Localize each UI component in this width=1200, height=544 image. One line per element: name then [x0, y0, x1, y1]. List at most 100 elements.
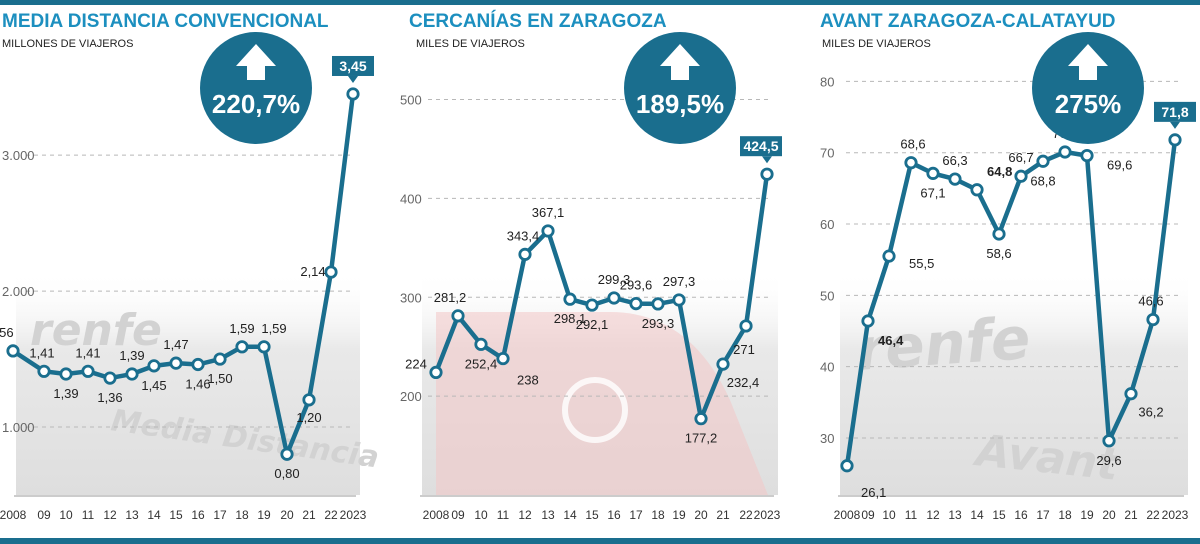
data-point — [992, 227, 1006, 241]
x-tick-label: 15 — [992, 508, 1006, 522]
y-tick-label: 1.000 — [2, 420, 35, 435]
y-tick-label: 70 — [820, 146, 834, 161]
x-tick-label: 19 — [1080, 508, 1094, 522]
data-label: 68,8 — [1030, 173, 1055, 188]
x-tick-label: 22 — [739, 508, 753, 522]
chart-title: AVANT ZARAGOZA-CALATAYUD — [820, 11, 1116, 32]
x-tick-label: 14 — [970, 508, 984, 522]
x-tick-label: 12 — [518, 508, 532, 522]
data-point — [451, 309, 465, 323]
data-point — [147, 359, 161, 373]
last-value-badge: 3,45 — [332, 55, 374, 83]
x-tick-label: 16 — [191, 508, 205, 522]
data-label: 224 — [405, 356, 427, 371]
last-value-badge: 71,8 — [1154, 101, 1196, 129]
data-label: 1,20 — [296, 410, 321, 425]
x-tick-label: 14 — [147, 508, 161, 522]
y-tick-label: 300 — [400, 290, 422, 305]
data-point — [518, 247, 532, 261]
data-point — [1146, 312, 1160, 327]
growth-percentage: 189,5% — [636, 89, 724, 119]
x-tick-label: 19 — [672, 508, 686, 522]
y-tick-label: 2.000 — [2, 284, 35, 299]
y-tick-label: 30 — [820, 431, 834, 446]
x-tick-label: 2023 — [754, 508, 781, 522]
x-tick-label: 10 — [882, 508, 896, 522]
data-label: 238 — [517, 373, 539, 388]
data-label: 297,3 — [663, 274, 696, 289]
data-label: 1,47 — [163, 337, 188, 352]
data-point — [429, 365, 443, 380]
x-tick-label: 09 — [37, 508, 51, 522]
data-label: 46,4 — [878, 333, 904, 348]
x-tick-label: 21 — [302, 508, 316, 522]
data-point — [324, 265, 338, 279]
data-point — [607, 291, 621, 305]
up-arrow-icon — [236, 44, 276, 80]
data-label: 68,6 — [900, 137, 925, 152]
watermark-brand: renfe — [30, 305, 162, 356]
x-tick-label: 11 — [497, 508, 510, 522]
y-tick-label: 60 — [820, 217, 834, 232]
data-label: 1,39 — [119, 348, 144, 363]
badge-pointer — [762, 156, 772, 164]
x-tick-label: 21 — [1124, 508, 1138, 522]
growth-badge: 220,7% — [200, 32, 312, 144]
x-tick-label: 11 — [82, 508, 95, 522]
growth-circle — [1032, 32, 1144, 144]
y-tick-label: 40 — [820, 360, 834, 375]
growth-percentage: 220,7% — [212, 89, 300, 119]
chart-subtitle: MILES DE VIAJEROS — [416, 38, 525, 50]
badge-pointer — [348, 75, 358, 83]
data-label: 252,4 — [465, 356, 498, 371]
x-tick-label: 16 — [607, 508, 621, 522]
data-point — [882, 249, 896, 263]
x-tick-label: 18 — [651, 508, 665, 522]
x-tick-label: 2008 — [834, 508, 861, 522]
x-tick-label: 16 — [1014, 508, 1028, 522]
x-tick-label: 10 — [59, 508, 73, 522]
data-point — [346, 87, 360, 101]
x-tick-label: 17 — [629, 508, 643, 522]
data-label: 232,4 — [727, 375, 760, 390]
data-label: 1,59 — [229, 321, 254, 336]
data-point — [629, 296, 643, 311]
data-label: 1,41 — [75, 345, 100, 360]
data-point — [651, 297, 665, 311]
data-point — [861, 314, 875, 328]
data-point — [840, 459, 854, 473]
x-tick-label: 2008 — [0, 508, 27, 522]
data-point — [1058, 145, 1072, 159]
y-tick-label: 3.000 — [2, 148, 35, 163]
data-label: 36,2 — [1138, 405, 1163, 420]
data-label: 298,1 — [554, 311, 587, 326]
data-label: 299,3 — [598, 272, 631, 287]
data-point — [585, 298, 599, 312]
top-rule — [0, 0, 1200, 5]
x-tick-label: 13 — [125, 508, 139, 522]
badge-box — [1154, 101, 1196, 122]
x-tick-label: 17 — [1036, 508, 1050, 522]
data-label: 1,36 — [97, 390, 122, 405]
data-label: 177,2 — [685, 431, 718, 446]
data-label: 1,50 — [207, 371, 232, 386]
data-label: 1,46 — [185, 377, 210, 392]
background-fade — [840, 270, 1188, 495]
x-tick-label: 19 — [257, 508, 271, 522]
chart-subtitle: MILES DE VIAJEROS — [822, 38, 931, 50]
badge-pointer — [1170, 121, 1180, 129]
x-tick-label: 12 — [103, 508, 117, 522]
badge-box — [332, 55, 374, 76]
data-point — [59, 367, 73, 381]
last-value-label: 71,8 — [1161, 104, 1188, 120]
data-label: 1,59 — [261, 321, 286, 336]
data-label: 1,45 — [141, 378, 166, 393]
data-point — [125, 367, 139, 381]
data-point — [213, 352, 227, 366]
growth-circle — [200, 32, 312, 144]
data-point — [37, 364, 51, 378]
data-label: 281,2 — [434, 290, 467, 305]
data-point — [716, 357, 730, 371]
